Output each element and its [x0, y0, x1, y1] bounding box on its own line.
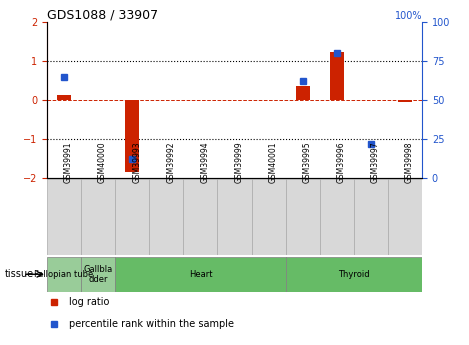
FancyBboxPatch shape: [81, 257, 115, 292]
Text: GSM39993: GSM39993: [132, 141, 141, 183]
Bar: [125, 100, 139, 172]
Bar: [398, 100, 412, 102]
Text: GSM40001: GSM40001: [269, 142, 278, 183]
FancyBboxPatch shape: [115, 257, 286, 292]
FancyBboxPatch shape: [354, 179, 388, 255]
FancyBboxPatch shape: [81, 179, 115, 255]
Text: GSM39991: GSM39991: [64, 142, 73, 183]
Text: Fallopian tube: Fallopian tube: [34, 270, 94, 279]
Bar: [330, 51, 344, 100]
Text: GDS1088 / 33907: GDS1088 / 33907: [47, 8, 158, 21]
Bar: [296, 87, 310, 100]
FancyBboxPatch shape: [286, 257, 422, 292]
FancyBboxPatch shape: [47, 179, 81, 255]
Text: GSM40000: GSM40000: [98, 141, 107, 183]
Text: GSM39992: GSM39992: [166, 142, 175, 183]
Text: Gallbla
dder: Gallbla dder: [83, 265, 113, 284]
FancyBboxPatch shape: [251, 179, 286, 255]
FancyBboxPatch shape: [47, 257, 81, 292]
FancyBboxPatch shape: [286, 179, 320, 255]
Text: percentile rank within the sample: percentile rank within the sample: [69, 319, 234, 329]
Text: GSM39996: GSM39996: [337, 141, 346, 183]
Text: GSM39998: GSM39998: [405, 142, 414, 183]
Text: Thyroid: Thyroid: [338, 270, 370, 279]
FancyBboxPatch shape: [320, 179, 354, 255]
Text: GSM39999: GSM39999: [234, 141, 243, 183]
FancyBboxPatch shape: [115, 179, 149, 255]
FancyBboxPatch shape: [183, 179, 218, 255]
Text: Heart: Heart: [189, 270, 212, 279]
Text: log ratio: log ratio: [69, 297, 110, 306]
FancyBboxPatch shape: [149, 179, 183, 255]
Text: tissue: tissue: [5, 269, 34, 279]
FancyBboxPatch shape: [388, 179, 422, 255]
FancyBboxPatch shape: [218, 179, 251, 255]
Text: GSM39995: GSM39995: [303, 141, 312, 183]
Text: GSM39997: GSM39997: [371, 141, 380, 183]
Text: 100%: 100%: [394, 11, 422, 21]
Bar: [57, 95, 71, 100]
Text: GSM39994: GSM39994: [200, 141, 209, 183]
